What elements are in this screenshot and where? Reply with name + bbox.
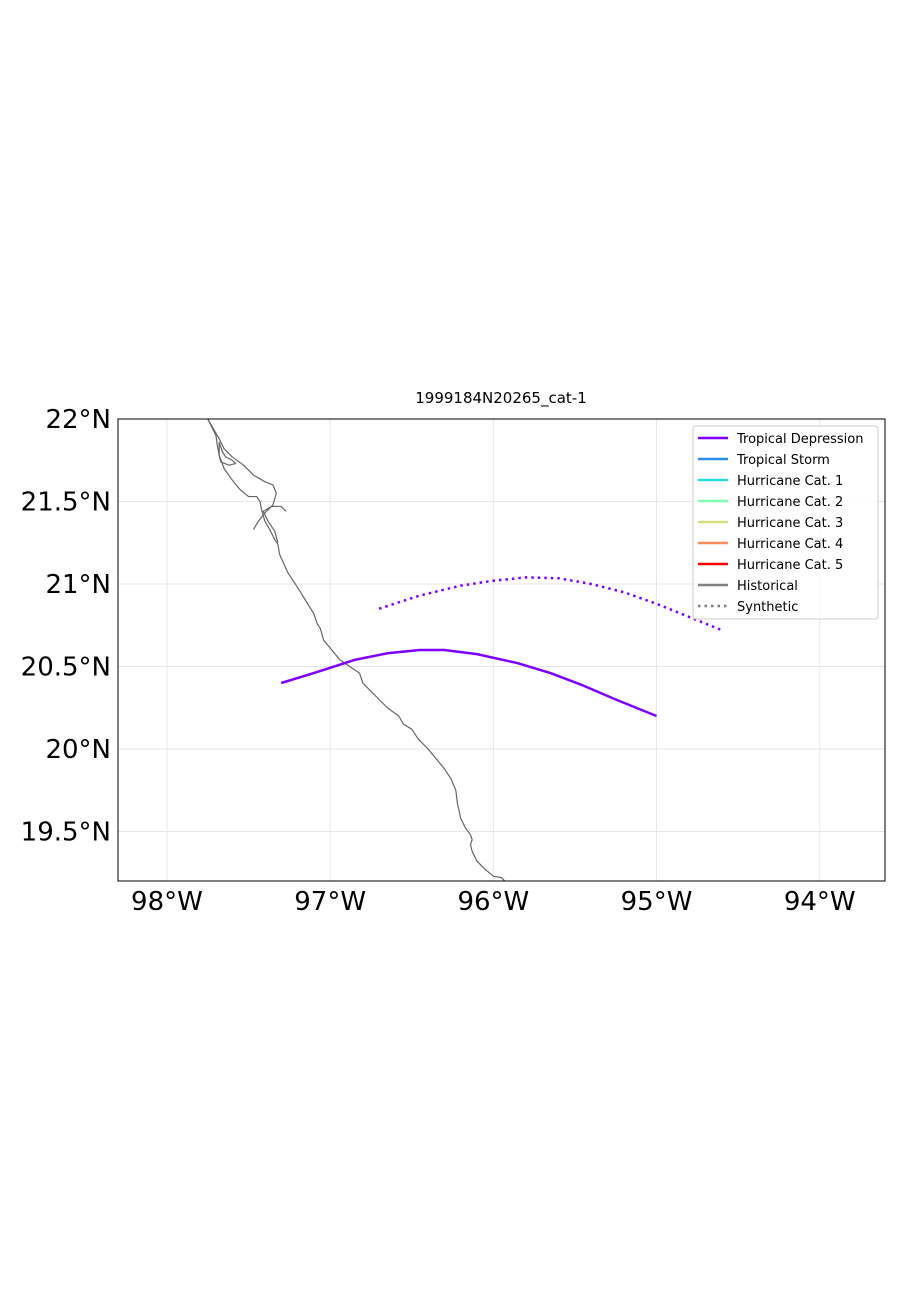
y-tick-label: 21°N [45,570,111,600]
coastline-segment [218,441,237,466]
x-tick-label: 98°W [131,887,203,917]
coastline-segment [207,419,277,530]
x-tick-label: 96°W [457,887,529,917]
plot-frame [117,418,886,882]
coastline-segment [262,505,287,543]
legend-label: Historical [737,579,798,594]
synthetic-track-line [378,576,723,632]
storm-tracks [280,576,723,718]
chart-title: 1999184N20265_cat-1 [415,389,587,408]
x-axis-ticks: 98°W 97°W 96°W 95°W 94°W [131,887,856,917]
coastline [207,419,506,881]
legend-box [692,425,879,620]
x-tick-label: 97°W [294,887,366,917]
legend-label: Synthetic [737,600,798,615]
y-tick-label: 22°N [45,405,111,435]
legend-label: Hurricane Cat. 4 [737,537,843,552]
y-tick-label: 20°N [45,735,111,765]
historical-track-line [280,648,658,718]
y-tick-label: 20.5°N [21,653,111,683]
legend-label: Hurricane Cat. 3 [737,516,843,531]
y-tick-label: 19.5°N [21,818,111,848]
legend-label: Tropical Storm [736,453,830,468]
legend-label: Hurricane Cat. 1 [737,474,843,489]
legend-label: Tropical Depression [736,432,863,447]
legend: Tropical Depression Tropical Storm Hurrica… [692,425,879,620]
x-tick-label: 94°W [784,887,856,917]
y-tick-label: 21.5°N [21,488,111,518]
y-axis-ticks: 22°N 21.5°N 21°N 20.5°N 20°N 19.5°N [21,405,111,848]
legend-label: Hurricane Cat. 2 [737,495,843,510]
x-tick-label: 95°W [621,887,693,917]
gridlines [118,419,885,881]
legend-label: Hurricane Cat. 5 [737,558,843,573]
coastline-segment [207,419,506,881]
